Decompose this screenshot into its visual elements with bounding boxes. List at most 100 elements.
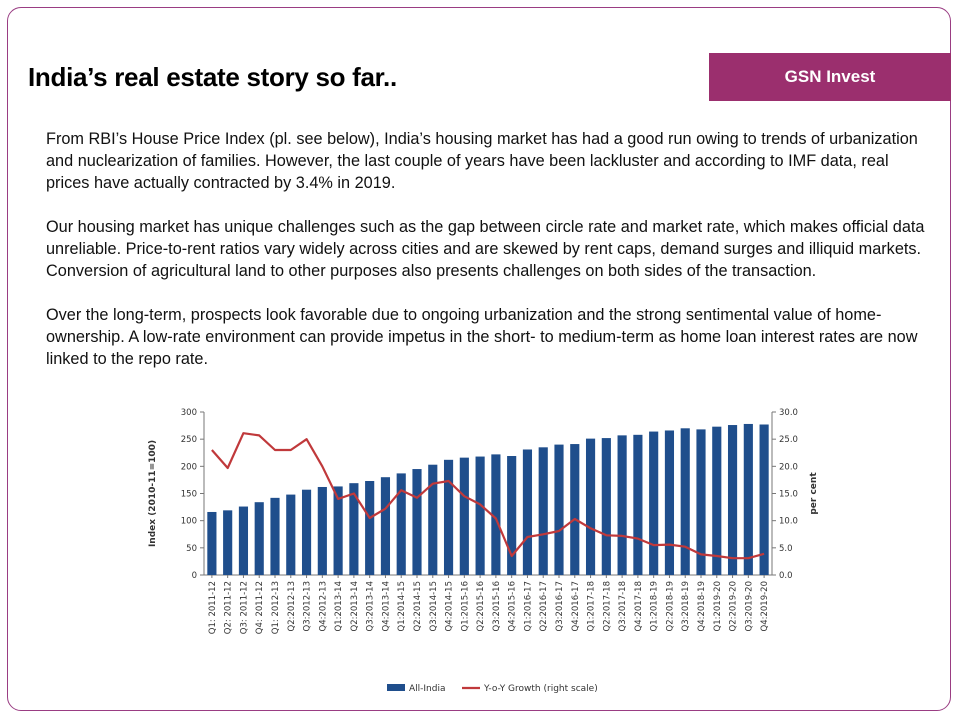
x-tick-label: Q2:2015-16 xyxy=(476,581,486,631)
left-tick-label: 300 xyxy=(181,408,197,418)
bar-all-india xyxy=(491,454,501,575)
bar-all-india xyxy=(680,428,690,575)
bar-all-india xyxy=(664,430,675,575)
bar-all-india xyxy=(507,456,517,575)
x-tick-label: Q1:2013-14 xyxy=(334,581,344,631)
right-axis-title: per cent xyxy=(809,472,819,515)
bar-all-india xyxy=(238,506,249,575)
bar-all-india xyxy=(554,444,564,575)
bar-all-india xyxy=(649,431,659,575)
x-tick-label: Q4:2019-20 xyxy=(760,581,770,631)
x-tick-label: Q2:2013-14 xyxy=(350,581,360,631)
bar-all-india xyxy=(396,473,406,575)
left-tick-label: 50 xyxy=(186,544,197,554)
bar-all-india xyxy=(428,464,438,575)
bar-all-india xyxy=(412,469,422,575)
x-tick-label: Q3:2015-16 xyxy=(492,581,502,631)
x-tick-label: Q3:2012-13 xyxy=(303,581,313,631)
legend-label-yoy: Y-o-Y Growth (right scale) xyxy=(483,684,598,694)
left-tick-label: 200 xyxy=(181,462,197,472)
bar-all-india xyxy=(570,444,580,575)
bar-all-india xyxy=(617,435,627,575)
bar-all-india xyxy=(333,486,343,575)
bar-all-india xyxy=(585,438,596,575)
bar-all-india xyxy=(538,447,548,575)
right-tick-label: 10.0 xyxy=(779,517,798,527)
bar-all-india xyxy=(443,459,454,575)
bar-all-india xyxy=(301,489,312,575)
bar-all-india xyxy=(349,483,359,575)
right-tick-label: 15.0 xyxy=(779,490,798,500)
x-tick-label: Q3:2016-17 xyxy=(555,581,565,631)
slide-title: India’s real estate story so far.. xyxy=(28,62,397,92)
x-tick-label: Q4:2012-13 xyxy=(318,581,328,631)
left-axis-title: Index (2010-11=100) xyxy=(148,440,158,547)
x-tick-label: Q1:2019-20 xyxy=(713,581,723,631)
left-tick-label: 250 xyxy=(181,435,197,445)
right-tick-label: 0.0 xyxy=(779,571,793,581)
bar-all-india xyxy=(727,425,738,575)
legend-label-all-india: All-India xyxy=(409,684,446,694)
bar-all-india xyxy=(696,429,706,575)
x-tick-label: Q1:2017-18 xyxy=(587,581,597,631)
x-tick-label: Q2:2017-18 xyxy=(602,581,612,631)
x-tick-label: Q2:2014-15 xyxy=(413,581,423,631)
bar-all-india xyxy=(207,511,217,575)
x-tick-label: Q1: 2011-12 xyxy=(208,581,218,634)
x-tick-label: Q2:2016-17 xyxy=(539,581,549,631)
paragraph-2: Our housing market has unique challenges… xyxy=(46,218,925,280)
x-tick-label: Q4: 2011-12 xyxy=(255,581,265,634)
x-tick-label: Q2:2019-20 xyxy=(729,581,739,631)
x-tick-label: Q3:2014-15 xyxy=(429,581,439,631)
body-text: From RBI’s House Price Index (pl. see be… xyxy=(46,128,936,392)
bar-all-india xyxy=(317,486,327,575)
bar-all-india xyxy=(759,424,769,575)
paragraph-3: Over the long-term, prospects look favor… xyxy=(46,306,918,368)
right-tick-label: 30.0 xyxy=(779,408,798,418)
x-tick-label: Q1:2014-15 xyxy=(397,581,407,631)
x-tick-label: Q1:2015-16 xyxy=(460,581,470,631)
left-tick-label: 100 xyxy=(181,517,197,527)
right-tick-label: 25.0 xyxy=(779,435,798,445)
bar-all-india xyxy=(365,481,375,575)
paragraph-1: From RBI’s House Price Index (pl. see be… xyxy=(46,130,918,192)
x-tick-label: Q3:2017-18 xyxy=(618,581,628,631)
x-tick-label: Q4:2013-14 xyxy=(381,581,391,631)
bar-all-india xyxy=(270,497,280,575)
bar-all-india xyxy=(522,449,533,575)
x-tick-label: Q1:2016-17 xyxy=(523,581,533,631)
x-tick-label: Q4:2018-19 xyxy=(697,581,707,631)
right-tick-label: 5.0 xyxy=(779,544,793,554)
bar-all-india xyxy=(475,456,485,575)
x-tick-label: Q3:2013-14 xyxy=(366,581,376,631)
brand-label: GSN Invest xyxy=(784,67,876,86)
x-tick-label: Q1:2018-19 xyxy=(650,581,660,631)
bar-all-india xyxy=(223,510,233,575)
bar-all-india xyxy=(254,502,264,575)
left-tick-label: 0 xyxy=(192,571,197,581)
x-tick-label: Q4:2015-16 xyxy=(508,581,518,631)
x-tick-label: Q2:2012-13 xyxy=(287,581,297,631)
bar-all-india xyxy=(380,477,391,575)
bar-all-india xyxy=(712,426,722,575)
x-tick-label: Q3: 2011-12 xyxy=(239,581,249,634)
x-tick-label: Q4:2016-17 xyxy=(571,581,581,631)
brand-badge: GSN Invest xyxy=(709,53,951,101)
bar-all-india xyxy=(633,434,643,575)
x-tick-label: Q2: 2011-12 xyxy=(224,581,234,634)
x-tick-label: Q4:2017-18 xyxy=(634,581,644,631)
left-tick-label: 150 xyxy=(181,490,197,500)
x-tick-label: Q3:2018-19 xyxy=(681,581,691,631)
line-yoy-growth xyxy=(211,432,765,560)
x-tick-label: Q4:2014-15 xyxy=(445,581,455,631)
right-tick-label: 20.0 xyxy=(779,462,798,472)
x-tick-label: Q1: 2012-13 xyxy=(271,581,281,634)
bar-all-india xyxy=(459,457,469,575)
slide-frame xyxy=(7,7,951,711)
legend-swatch-all-india xyxy=(387,684,405,691)
x-tick-label: Q3:2019-20 xyxy=(744,581,754,631)
bar-all-india xyxy=(286,494,296,575)
x-tick-label: Q2:2018-19 xyxy=(665,581,675,631)
bar-all-india xyxy=(743,423,753,575)
